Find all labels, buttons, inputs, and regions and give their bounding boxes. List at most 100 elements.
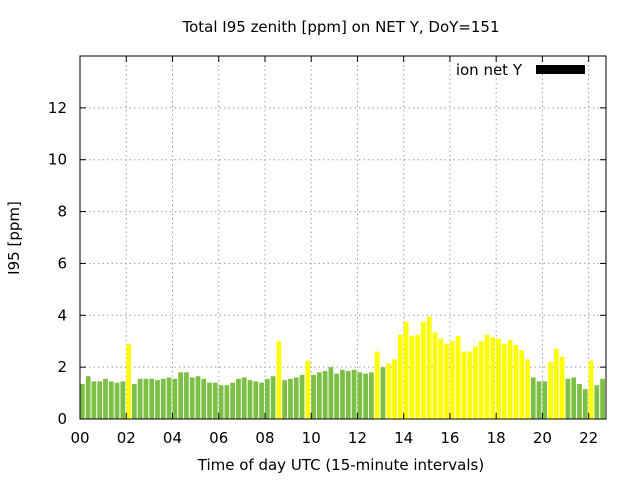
chart-title: Total I95 zenith [ppm] on NET Y, DoY=151 bbox=[181, 18, 499, 36]
x-tick-label: 16 bbox=[440, 429, 459, 447]
y-tick-label: 6 bbox=[57, 254, 67, 272]
bar bbox=[473, 346, 478, 419]
bar bbox=[600, 378, 605, 419]
bar bbox=[449, 341, 455, 419]
bar bbox=[311, 374, 316, 419]
bar bbox=[276, 341, 282, 419]
bar bbox=[426, 316, 432, 419]
bar bbox=[392, 359, 397, 419]
legend: ion net Y bbox=[456, 61, 585, 79]
bar bbox=[126, 343, 131, 419]
legend-label: ion net Y bbox=[456, 61, 523, 79]
bar bbox=[357, 372, 363, 419]
bar bbox=[553, 348, 559, 419]
bar bbox=[236, 378, 241, 419]
bar bbox=[397, 334, 403, 419]
y-tick-label: 2 bbox=[57, 358, 67, 376]
bar bbox=[513, 345, 519, 419]
bar bbox=[224, 385, 230, 419]
x-axis-label: Time of day UTC (15-minute intervals) bbox=[197, 456, 484, 474]
bar bbox=[299, 374, 305, 419]
bar bbox=[455, 336, 461, 419]
x-tick-label: 10 bbox=[302, 429, 321, 447]
x-tick-label: 18 bbox=[487, 429, 506, 447]
bar bbox=[207, 382, 212, 419]
bar bbox=[270, 376, 276, 419]
bar bbox=[172, 378, 178, 419]
x-tick-label: 08 bbox=[255, 429, 274, 447]
bar bbox=[369, 372, 374, 419]
bar bbox=[536, 381, 542, 419]
bar bbox=[519, 350, 525, 419]
bar bbox=[218, 385, 224, 419]
bar bbox=[80, 383, 85, 419]
bar bbox=[85, 376, 91, 419]
bar bbox=[542, 381, 548, 419]
plot-frame bbox=[79, 55, 607, 420]
ticks bbox=[79, 56, 606, 420]
x-tick-label: 06 bbox=[209, 429, 228, 447]
bar bbox=[403, 321, 409, 419]
bar bbox=[461, 351, 467, 419]
bar bbox=[316, 372, 322, 419]
bar bbox=[247, 380, 253, 419]
bar bbox=[565, 378, 571, 419]
bar bbox=[409, 336, 415, 419]
bar bbox=[484, 334, 490, 419]
bar bbox=[467, 351, 473, 419]
bar bbox=[478, 341, 484, 419]
bar bbox=[259, 382, 264, 419]
bar bbox=[97, 381, 103, 419]
bar bbox=[212, 382, 218, 419]
x-tick-label: 20 bbox=[533, 429, 552, 447]
bars bbox=[80, 316, 605, 419]
bar bbox=[548, 361, 553, 419]
x-tick-label: 00 bbox=[70, 429, 89, 447]
bar bbox=[253, 381, 259, 419]
bar bbox=[143, 378, 149, 419]
legend-swatch bbox=[536, 65, 585, 74]
bar bbox=[149, 378, 155, 419]
bar bbox=[559, 356, 565, 419]
bar bbox=[328, 367, 334, 419]
bar bbox=[288, 378, 293, 419]
bar bbox=[577, 383, 582, 419]
bar bbox=[91, 381, 97, 419]
bar bbox=[108, 381, 114, 419]
bar bbox=[264, 378, 270, 419]
x-tick-label: 02 bbox=[117, 429, 136, 447]
y-tick-label: 4 bbox=[57, 306, 67, 324]
bar bbox=[421, 321, 426, 419]
y-tick-label: 10 bbox=[48, 151, 67, 169]
bar bbox=[380, 367, 386, 419]
bar bbox=[120, 381, 126, 419]
bar bbox=[444, 343, 449, 419]
bar bbox=[345, 371, 351, 419]
bar bbox=[496, 338, 501, 419]
x-tick-label: 22 bbox=[579, 429, 598, 447]
bar bbox=[305, 360, 311, 419]
bar bbox=[582, 389, 588, 419]
bar bbox=[351, 369, 357, 419]
bar bbox=[571, 377, 577, 419]
bar bbox=[137, 378, 143, 419]
bar bbox=[490, 337, 496, 419]
bar bbox=[184, 372, 189, 419]
bar bbox=[195, 376, 201, 419]
bar bbox=[501, 343, 507, 419]
bar bbox=[322, 371, 328, 419]
bar bbox=[432, 332, 438, 419]
x-tick-label: 14 bbox=[394, 429, 413, 447]
y-tick-label: 8 bbox=[57, 203, 67, 221]
bar bbox=[155, 380, 160, 419]
bar bbox=[340, 369, 345, 419]
x-tick-labels: 00 02 04 06 08 10 12 14 16 18 20 22 bbox=[70, 429, 598, 447]
bar bbox=[103, 378, 108, 419]
bar bbox=[293, 377, 299, 419]
x-tick-label: 12 bbox=[348, 429, 367, 447]
bar bbox=[282, 380, 288, 419]
bar bbox=[386, 363, 392, 419]
bar bbox=[201, 378, 207, 419]
bar bbox=[230, 382, 236, 419]
